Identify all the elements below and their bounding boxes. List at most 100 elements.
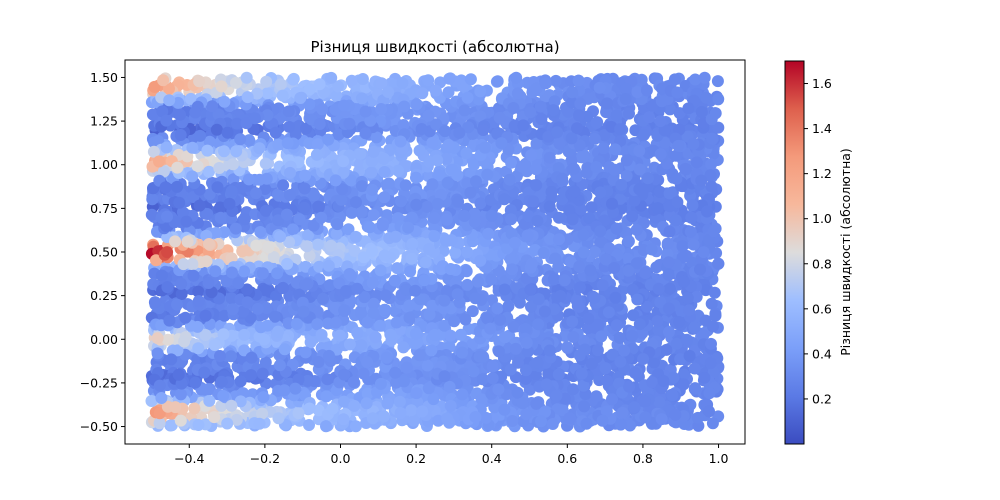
scatter-point xyxy=(683,304,695,317)
scatter-point xyxy=(444,263,457,275)
scatter-point xyxy=(707,320,719,333)
scatter-point xyxy=(267,251,280,263)
scatter-point xyxy=(180,215,193,228)
scatter-point xyxy=(214,350,226,362)
scatter-point xyxy=(161,246,174,259)
scatter-point xyxy=(259,204,272,217)
scatter-point xyxy=(348,399,361,412)
scatter-point xyxy=(498,193,511,206)
scatter-point xyxy=(392,164,405,177)
scatter-point xyxy=(225,292,238,305)
scatter-point xyxy=(395,195,407,208)
scatter-point xyxy=(365,155,378,168)
scatter-point xyxy=(303,98,316,111)
scatter-point xyxy=(303,83,316,96)
scatter-point xyxy=(350,196,362,209)
scatter-point xyxy=(421,359,434,372)
scatter-point xyxy=(400,361,413,374)
scatter-point xyxy=(421,200,434,213)
scatter-point xyxy=(524,283,537,296)
scatter-point xyxy=(388,274,401,287)
scatter-point xyxy=(317,292,329,305)
scatter-point xyxy=(712,93,725,105)
scatter-point xyxy=(257,391,270,404)
scatter-point xyxy=(464,186,477,199)
scatter-point xyxy=(706,417,719,430)
scatter-point xyxy=(410,387,423,400)
scatter-point xyxy=(237,305,250,318)
scatter-point xyxy=(422,382,435,395)
scatter-point xyxy=(361,356,374,369)
scatter-point xyxy=(366,245,379,258)
scatter-point xyxy=(205,286,218,299)
scatter-point xyxy=(502,300,515,313)
scatter-point xyxy=(333,277,346,290)
scatter-point xyxy=(227,158,239,171)
scatter-point xyxy=(366,183,379,196)
scatter-point xyxy=(504,253,517,266)
scatter-point xyxy=(165,353,178,366)
scatter-point xyxy=(443,72,456,85)
scatter-point xyxy=(697,329,710,342)
scatter-point xyxy=(584,264,597,277)
scatter-point xyxy=(272,138,285,151)
scatter-point xyxy=(517,119,530,132)
scatter-point xyxy=(290,318,303,330)
scatter-point xyxy=(150,254,162,267)
scatter-point xyxy=(156,105,169,118)
scatter-point xyxy=(422,74,435,87)
scatter-point xyxy=(238,213,251,226)
scatter-point xyxy=(210,227,222,239)
scatter-point xyxy=(351,326,364,339)
scatter-point xyxy=(505,156,518,169)
scatter-point xyxy=(192,419,205,431)
scatter-point xyxy=(626,210,639,223)
scatter-point xyxy=(191,320,204,333)
scatter-point xyxy=(688,321,701,334)
scatter-point xyxy=(384,328,397,341)
scatter-point xyxy=(448,315,461,328)
scatter-point xyxy=(369,331,382,344)
scatter-point xyxy=(452,195,465,208)
scatter-point xyxy=(145,395,158,407)
scatter-point xyxy=(208,339,221,351)
scatter-point xyxy=(468,207,481,220)
scatter-point xyxy=(357,367,370,380)
scatter-point xyxy=(666,389,679,402)
scatter-point xyxy=(469,411,482,423)
scatter-point xyxy=(151,347,164,360)
scatter-point xyxy=(705,297,718,310)
scatter-point xyxy=(697,246,710,259)
scatter-point xyxy=(226,303,239,316)
scatter-point xyxy=(679,162,692,175)
scatter-point xyxy=(217,328,230,341)
scatter-point xyxy=(707,225,720,238)
scatter-point xyxy=(573,349,586,362)
scatter-point xyxy=(192,295,205,308)
scatter-point xyxy=(606,348,619,361)
scatter-point xyxy=(511,386,524,399)
scatter-point xyxy=(261,109,274,122)
scatter-point xyxy=(284,166,296,179)
scatter-point xyxy=(438,294,451,307)
scatter-point xyxy=(530,137,543,150)
scatter-point xyxy=(173,196,186,209)
scatter-point xyxy=(335,193,348,206)
scatter-point xyxy=(670,149,682,162)
scatter-point xyxy=(512,356,524,369)
scatter-point xyxy=(349,230,362,243)
scatter-point xyxy=(662,268,675,281)
scatter-point xyxy=(618,344,631,357)
scatter-point xyxy=(416,405,429,418)
scatter-point xyxy=(146,108,159,121)
scatter-point xyxy=(628,366,641,379)
scatter-point xyxy=(603,242,616,255)
scatter-point xyxy=(181,235,194,248)
scatter-point xyxy=(378,303,391,316)
scatter-point xyxy=(287,73,300,86)
scatter-point xyxy=(271,267,284,280)
scatter-point xyxy=(278,384,291,397)
scatter-point xyxy=(566,315,579,328)
scatter-point xyxy=(375,77,388,90)
scatter-point xyxy=(645,243,658,256)
